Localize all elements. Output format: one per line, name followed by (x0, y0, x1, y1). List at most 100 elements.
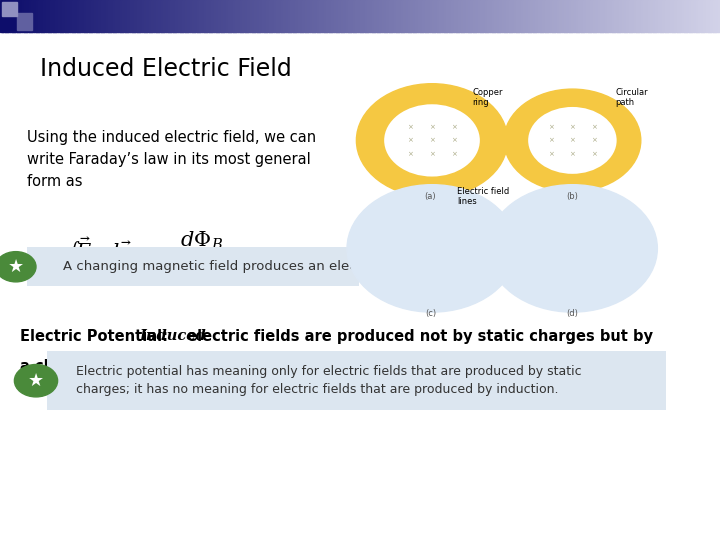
Bar (684, 0, 687, 32)
Bar (430, 0, 433, 32)
Bar (281, 0, 284, 32)
Text: (a): (a) (425, 192, 436, 201)
Bar (567, 0, 570, 32)
Bar (624, 0, 627, 32)
Bar (127, 0, 130, 32)
Bar (77, 0, 80, 32)
Bar (528, 0, 531, 32)
Bar (506, 0, 510, 32)
Bar (660, 0, 663, 32)
Bar (297, 0, 301, 32)
Text: A changing magnetic field produces an electric field.: A changing magnetic field produces an el… (63, 260, 416, 273)
Bar (204, 0, 207, 32)
Bar (511, 0, 514, 32)
Bar (305, 0, 308, 32)
Bar (619, 0, 622, 32)
Text: ×: × (591, 151, 597, 157)
Bar (132, 0, 135, 32)
Bar (711, 0, 714, 32)
Bar (322, 0, 325, 32)
Bar (497, 0, 500, 32)
Bar (427, 0, 431, 32)
Text: ×: × (570, 151, 575, 157)
Bar (401, 0, 404, 32)
Bar (290, 0, 294, 32)
Text: (c): (c) (425, 309, 436, 319)
Text: Copper
ring: Copper ring (472, 87, 503, 107)
Bar (343, 0, 346, 32)
Text: ×: × (408, 151, 413, 157)
Bar (254, 0, 258, 32)
Circle shape (385, 105, 479, 176)
Bar (367, 0, 370, 32)
Bar (209, 0, 212, 32)
Bar (182, 0, 186, 32)
Bar (156, 0, 159, 32)
Bar (403, 0, 406, 32)
Text: ×: × (408, 124, 413, 130)
Bar (240, 0, 243, 32)
Bar (235, 0, 238, 32)
Bar (326, 0, 330, 32)
Circle shape (504, 89, 641, 192)
Bar (274, 0, 276, 32)
Bar (516, 0, 519, 32)
Bar (499, 0, 503, 32)
Bar (247, 0, 251, 32)
Text: (b): (b) (567, 192, 578, 201)
Bar (631, 0, 634, 32)
Bar (706, 0, 708, 32)
FancyBboxPatch shape (47, 351, 666, 410)
Bar (207, 0, 210, 32)
Bar (67, 0, 71, 32)
Bar (331, 0, 334, 32)
Bar (677, 0, 680, 32)
Bar (5, 0, 8, 32)
Bar (686, 0, 690, 32)
Bar (38, 0, 42, 32)
Bar (211, 0, 215, 32)
Bar (7, 0, 10, 32)
Bar (317, 0, 320, 32)
Bar (423, 0, 426, 32)
Bar (657, 0, 661, 32)
Bar (45, 0, 49, 32)
Bar (595, 0, 598, 32)
Bar (679, 0, 683, 32)
Bar (353, 0, 356, 32)
Bar (374, 0, 377, 32)
Bar (502, 0, 505, 32)
Text: ×: × (429, 151, 435, 157)
Bar (173, 0, 176, 32)
Text: Induced: Induced (139, 329, 206, 343)
Bar (293, 0, 296, 32)
Bar (689, 0, 692, 32)
Bar (389, 0, 392, 32)
Bar (358, 0, 361, 32)
Bar (324, 0, 327, 32)
Bar (53, 0, 56, 32)
Bar (245, 0, 248, 32)
Bar (197, 0, 200, 32)
Bar (58, 0, 60, 32)
Bar (269, 0, 272, 32)
Text: a changing magnetic flux. Therefore,: a changing magnetic flux. Therefore, (20, 359, 328, 374)
Bar (670, 0, 672, 32)
Bar (333, 0, 337, 32)
FancyBboxPatch shape (27, 247, 359, 286)
Bar (490, 0, 492, 32)
Bar (531, 0, 534, 32)
Bar (264, 0, 267, 32)
Bar (713, 0, 716, 32)
Bar (158, 0, 161, 32)
Bar (192, 0, 195, 32)
Bar (312, 0, 315, 32)
Bar (473, 0, 476, 32)
Bar (533, 0, 536, 32)
Bar (228, 0, 231, 32)
Bar (171, 0, 174, 32)
Text: ×: × (451, 151, 456, 157)
Circle shape (529, 108, 616, 173)
Bar (238, 0, 240, 32)
Bar (605, 0, 608, 32)
